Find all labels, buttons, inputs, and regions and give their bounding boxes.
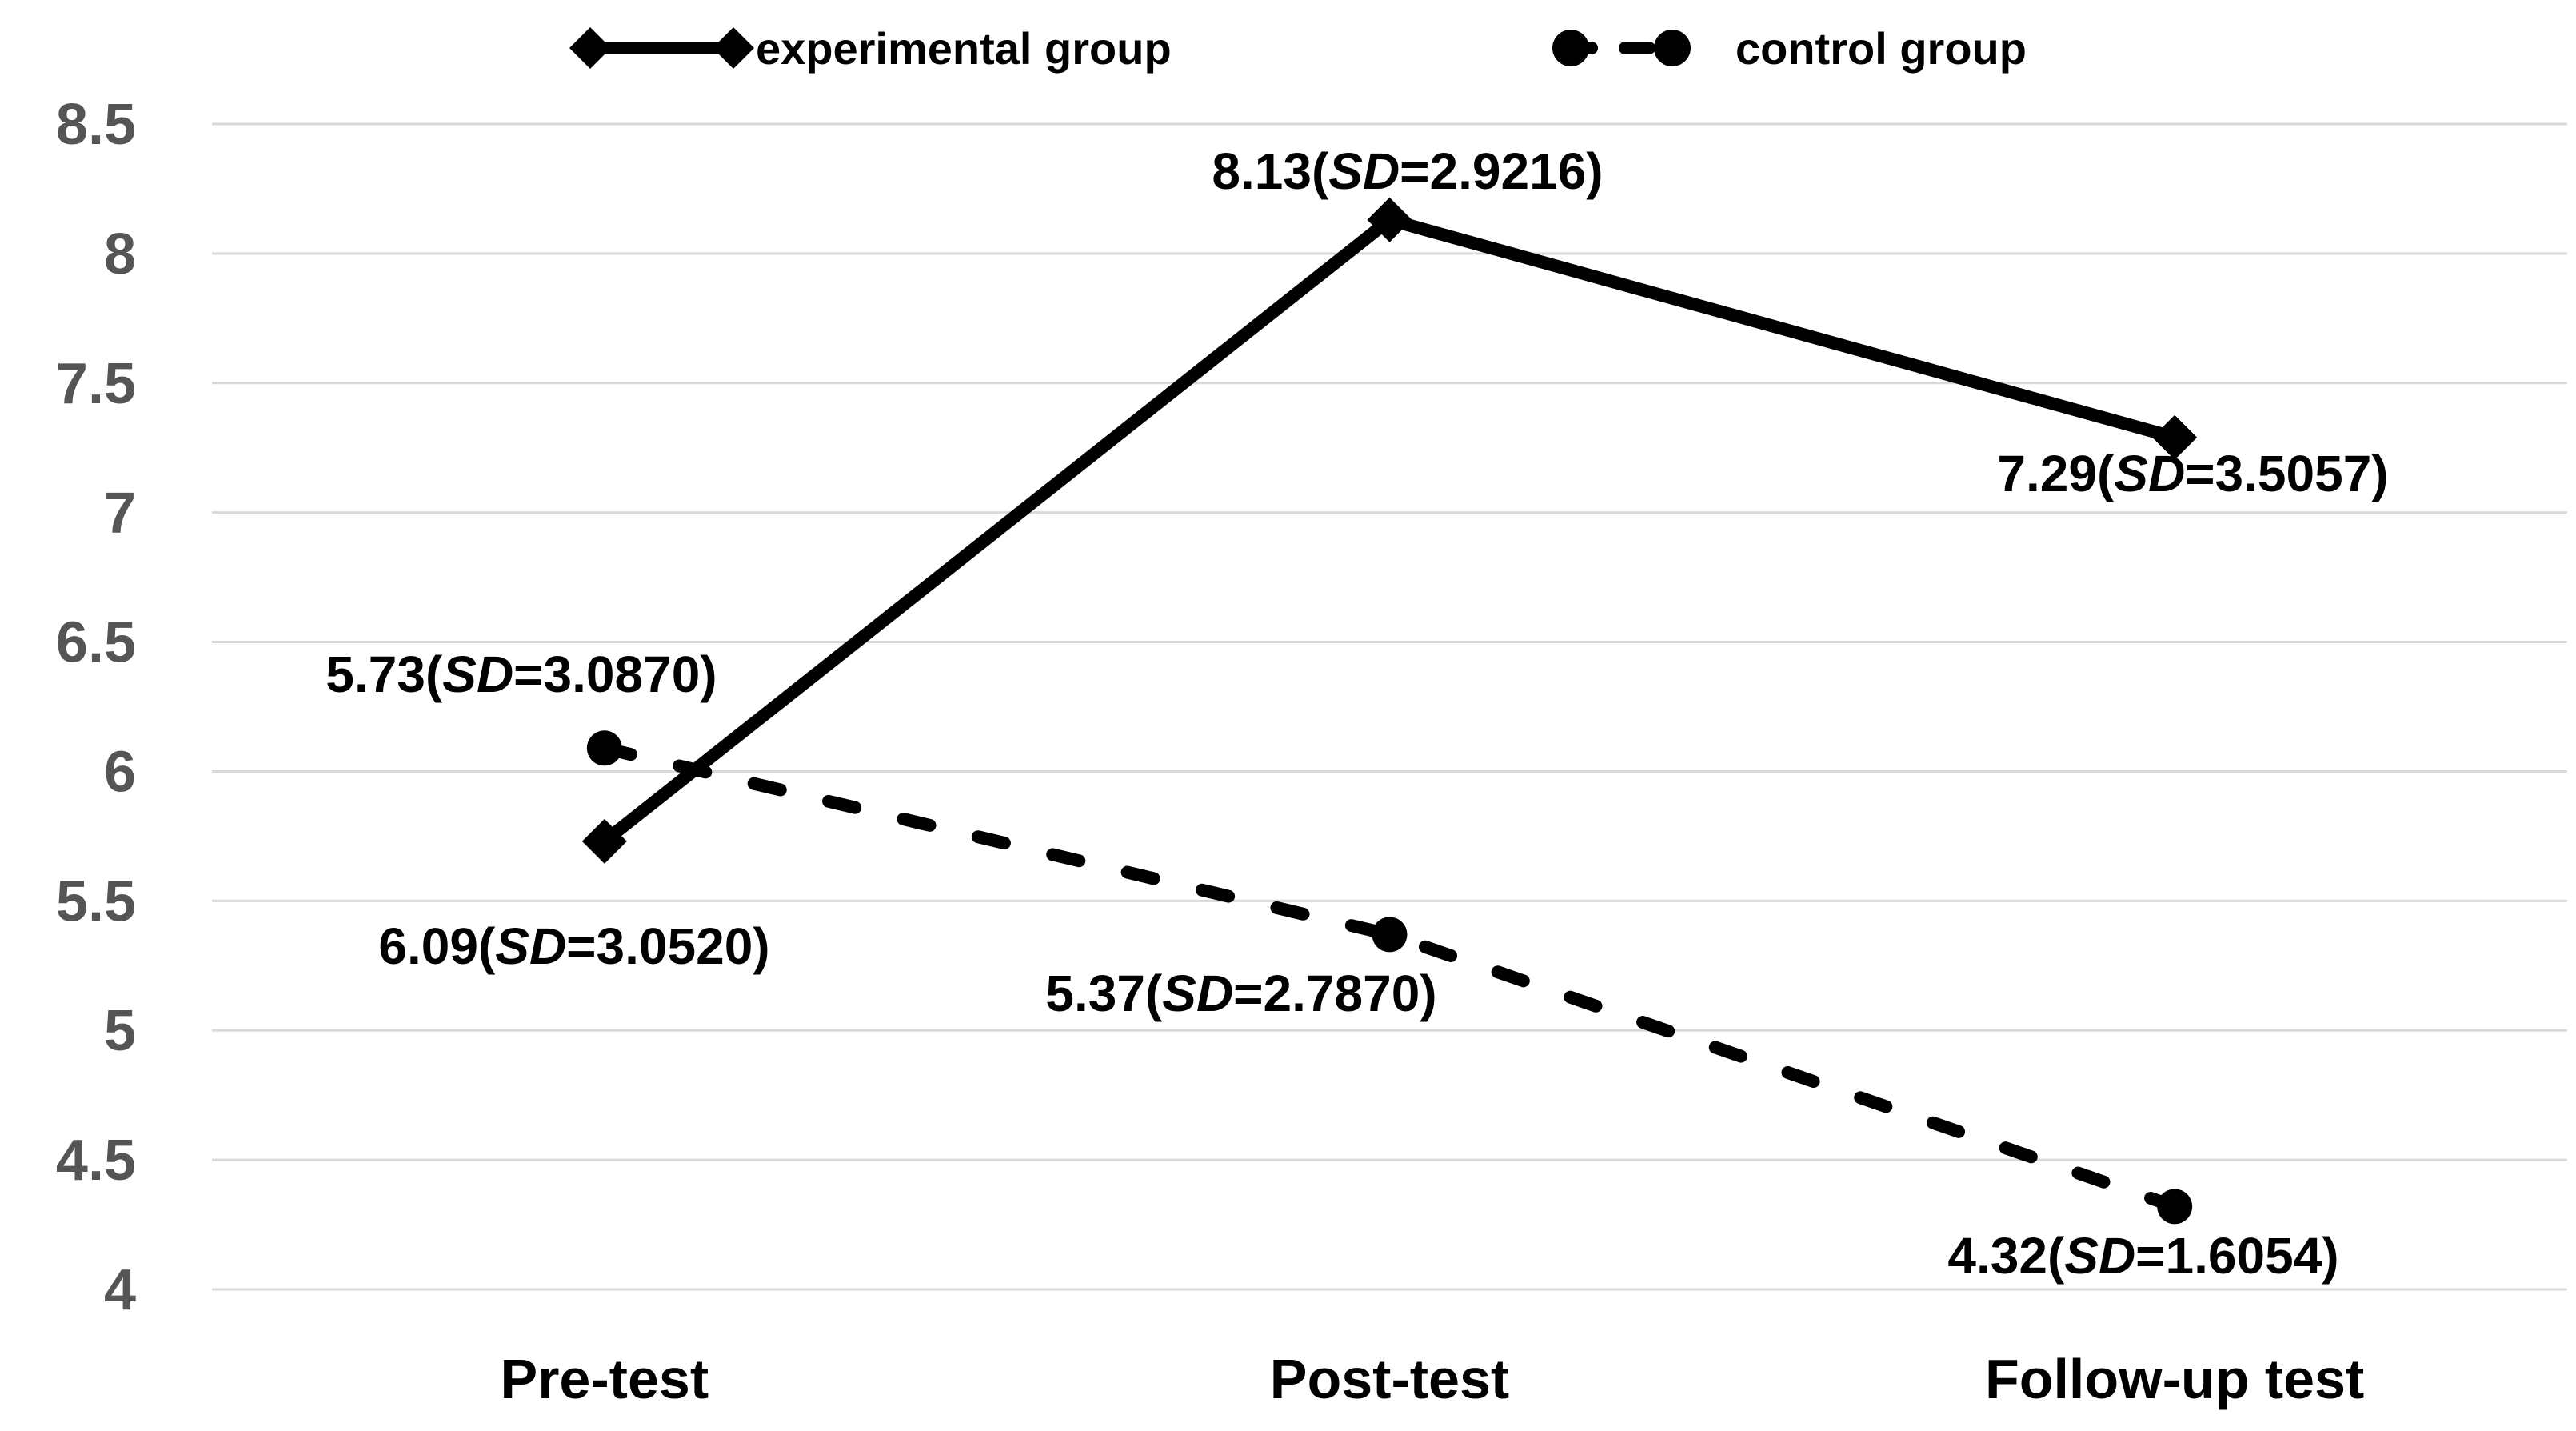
y-axis-tick-label: 5 [104, 999, 136, 1063]
x-axis-category-label: Pre-test [501, 1348, 709, 1410]
data-label: 7.29(SD=3.5057) [1997, 445, 2388, 502]
legend-circle-icon [1654, 30, 1691, 66]
data-label: 6.09(SD=3.0520) [378, 917, 769, 975]
x-axis-category-label: Follow-up test [1985, 1348, 2364, 1410]
data-label: 4.32(SD=1.6054) [1947, 1227, 2338, 1285]
y-axis-tick-label: 8.5 [56, 93, 136, 157]
y-axis-tick-label: 4 [104, 1258, 136, 1322]
experimental-group-marker [2152, 414, 2198, 460]
legend-circle-icon [1552, 30, 1589, 66]
control-group-marker [2157, 1189, 2193, 1225]
experimental-group-marker [581, 818, 627, 864]
y-axis-tick-label: 4.5 [56, 1129, 136, 1193]
y-axis-tick-label: 7.5 [56, 352, 136, 416]
y-axis-tick-label: 6 [104, 740, 136, 804]
control-group-marker [586, 730, 622, 766]
y-axis-tick-label: 6.5 [56, 611, 136, 675]
experimental-group-marker [1367, 197, 1412, 242]
data-label: 5.73(SD=3.0870) [325, 646, 717, 703]
y-axis-tick-label: 7 [104, 482, 136, 546]
legend-diamond-icon [569, 27, 611, 69]
x-axis-category-label: Post-test [1270, 1348, 1509, 1410]
control-group-marker [1372, 917, 1408, 953]
data-label: 5.37(SD=2.7870) [1045, 965, 1436, 1022]
legend-diamond-icon [713, 27, 754, 69]
y-axis-tick-label: 8 [104, 222, 136, 286]
legend-item-label: experimental group [756, 23, 1172, 74]
legend-item-label: control group [1735, 23, 2027, 74]
y-axis-tick-label: 5.5 [56, 869, 136, 933]
data-label: 8.13(SD=2.9216) [1212, 142, 1603, 200]
